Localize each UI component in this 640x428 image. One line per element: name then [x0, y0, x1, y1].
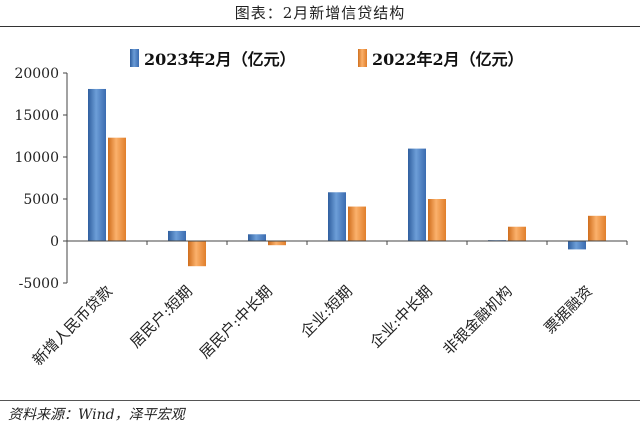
bar-2023-3 [328, 192, 346, 241]
legend-swatch-2023 [130, 49, 139, 67]
title-divider [0, 26, 640, 27]
bars [88, 88, 606, 267]
x-axis: 新增人民币贷款 居民户:短期 居民户:中长期 企业:短期 企业:中长期 非银金融机构 票据融… [29, 240, 628, 369]
bar-2023-1 [168, 230, 186, 241]
x-category-label: 非银金融机构 [439, 282, 515, 358]
bar-2022-3 [348, 206, 366, 241]
bar-2023-4 [408, 148, 426, 241]
bar-2022-2 [268, 241, 286, 246]
y-tick-label: 5000 [23, 192, 59, 208]
bar-2022-1 [188, 241, 206, 267]
x-category-label: 票据融资 [541, 282, 596, 337]
legend-swatch-2022 [358, 49, 367, 67]
bar-chart: 20000 15000 10000 5000 0 -5000 新增人民币贷款 居民户:短期居… [14, 66, 628, 369]
legend-label-2023: 2023年2月（亿元） [144, 50, 296, 69]
y-axis: 20000 15000 10000 5000 0 -5000 [14, 66, 68, 292]
legend-label-2022: 2022年2月（亿元） [372, 50, 524, 69]
bar-2023-2 [248, 234, 266, 241]
x-category-label: 居民户:短期 [126, 282, 195, 351]
figure-title: 图表：2月新增信贷结构 [234, 4, 406, 22]
bar-2023-6 [568, 241, 586, 250]
bar-2022-6 [588, 215, 606, 241]
source-note: 资料来源：Wind，泽平宏观 [8, 407, 185, 423]
y-tick-label: -5000 [19, 276, 59, 292]
x-category-label: 新增人民币贷款 [29, 282, 116, 369]
x-category-label: 居民户:中长期 [196, 282, 276, 362]
y-tick-label: 15000 [14, 108, 59, 124]
legend-item-2022: 2022年2月（亿元） [358, 46, 524, 70]
bar-2023-0 [88, 88, 106, 242]
source-divider [0, 400, 640, 401]
y-tick-label: 0 [50, 234, 59, 250]
chart-legend: 2023年2月（亿元） 2022年2月（亿元） [0, 46, 640, 70]
x-category-label: 企业:中长期 [366, 282, 435, 351]
y-tick-label: 10000 [14, 150, 59, 166]
legend-item-2023: 2023年2月（亿元） [130, 46, 296, 70]
bar-2022-5 [508, 226, 526, 241]
bar-2022-4 [428, 199, 446, 241]
x-category-label: 企业:短期 [297, 282, 356, 341]
bar-2022-0 [108, 137, 126, 241]
y-tick-label: 20000 [14, 66, 59, 82]
